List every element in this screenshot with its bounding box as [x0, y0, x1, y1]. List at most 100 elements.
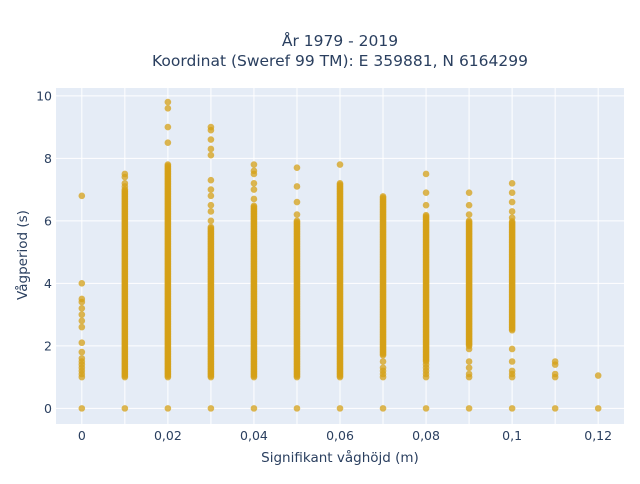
- data-point: [207, 405, 215, 412]
- data-point: [164, 405, 172, 412]
- data-point: [293, 211, 301, 218]
- x-tick-label: 0,1: [502, 428, 522, 443]
- data-point: [121, 170, 129, 178]
- data-point: [78, 355, 86, 362]
- x-axis-title: Signifikant våghöjd (m): [261, 449, 419, 466]
- data-point: [508, 405, 516, 412]
- data-point: [164, 98, 172, 106]
- data-point: [164, 161, 172, 168]
- data-point: [121, 405, 129, 412]
- data-point: [164, 105, 172, 112]
- data-point: [422, 201, 430, 209]
- data-point: [379, 364, 387, 372]
- data-point: [551, 370, 559, 378]
- data-point: [78, 192, 86, 200]
- data-point: [78, 339, 86, 347]
- data-point: [508, 358, 516, 365]
- data-point: [293, 405, 301, 412]
- data-point: [250, 180, 258, 187]
- data-point: [207, 201, 215, 209]
- data-point: [508, 345, 516, 353]
- x-tick-label: 0,06: [326, 428, 354, 443]
- data-point: [379, 358, 387, 365]
- data-point: [422, 211, 430, 219]
- data-point: [422, 170, 430, 178]
- x-tick-label: 0: [78, 428, 86, 443]
- data-point: [465, 405, 473, 412]
- x-tick-label: 0,02: [154, 428, 182, 443]
- data-point: [78, 323, 86, 331]
- data-point: [465, 364, 473, 372]
- y-tick-label: 10: [36, 88, 52, 103]
- y-tick-label: 4: [44, 276, 52, 291]
- data-point: [465, 201, 473, 209]
- tick-labels: 0 0,02 0,04 0,06 0,08 0,1 0,12 0 2 4 6 8 10: [36, 88, 612, 443]
- data-point: [508, 208, 516, 215]
- x-tick-label: 0,12: [584, 428, 612, 443]
- data-point: [250, 405, 258, 412]
- data-point: [422, 361, 430, 368]
- y-tick-label: 6: [44, 213, 52, 228]
- data-point: [207, 145, 215, 153]
- data-point: [250, 186, 258, 193]
- data-point: [465, 370, 473, 378]
- data-point: [465, 217, 473, 225]
- y-tick-label: 2: [44, 338, 52, 353]
- data-point: [207, 208, 215, 215]
- data-point: [336, 180, 344, 187]
- chart-title-line2: Koordinat (Sweref 99 TM): E 359881, N 61…: [152, 52, 528, 70]
- data-point: [336, 405, 344, 412]
- data-point: [207, 186, 215, 193]
- data-point: [293, 217, 301, 225]
- data-point: [422, 405, 430, 412]
- data-point: [207, 136, 215, 143]
- data-point: [164, 139, 172, 146]
- y-tick-label: 0: [44, 401, 52, 416]
- data-point: [207, 217, 215, 225]
- data-point: [250, 195, 258, 203]
- x-tick-label: 0,08: [412, 428, 440, 443]
- data-point: [164, 123, 172, 131]
- data-point: [78, 317, 86, 325]
- data-point: [336, 161, 344, 168]
- data-point: [78, 311, 86, 318]
- chart-title-line1: År 1979 - 2019: [282, 31, 398, 50]
- data-point: [379, 405, 387, 412]
- data-point: [594, 405, 602, 412]
- data-point: [207, 123, 215, 131]
- data-point: [250, 202, 258, 210]
- data-point: [465, 211, 473, 218]
- data-point: [78, 280, 86, 287]
- data-point: [465, 189, 473, 197]
- y-tick-label: 8: [44, 151, 52, 166]
- data-point: [78, 305, 86, 312]
- data-point: [551, 405, 559, 412]
- data-point: [465, 345, 473, 353]
- data-point: [250, 167, 258, 175]
- x-tick-label: 0,04: [240, 428, 268, 443]
- data-point: [508, 189, 516, 197]
- data-point: [207, 151, 215, 159]
- data-point: [508, 214, 516, 222]
- y-axis-title: Vågperiod (s): [14, 210, 31, 300]
- data-point: [207, 176, 215, 184]
- data-point: [508, 180, 516, 187]
- data-point: [551, 358, 559, 365]
- data-point: [293, 198, 301, 206]
- data-point: [422, 189, 430, 197]
- data-point: [293, 164, 301, 172]
- data-point: [250, 161, 258, 168]
- data-point: [78, 405, 86, 412]
- data-point: [78, 295, 86, 303]
- data-point: [465, 358, 473, 365]
- data-point: [508, 198, 516, 206]
- data-point: [293, 183, 301, 190]
- data-point: [78, 348, 86, 356]
- data-point: [207, 192, 215, 200]
- data-point: [594, 372, 602, 379]
- data-point: [207, 223, 215, 231]
- data-point: [508, 367, 516, 375]
- data-points: [78, 98, 602, 412]
